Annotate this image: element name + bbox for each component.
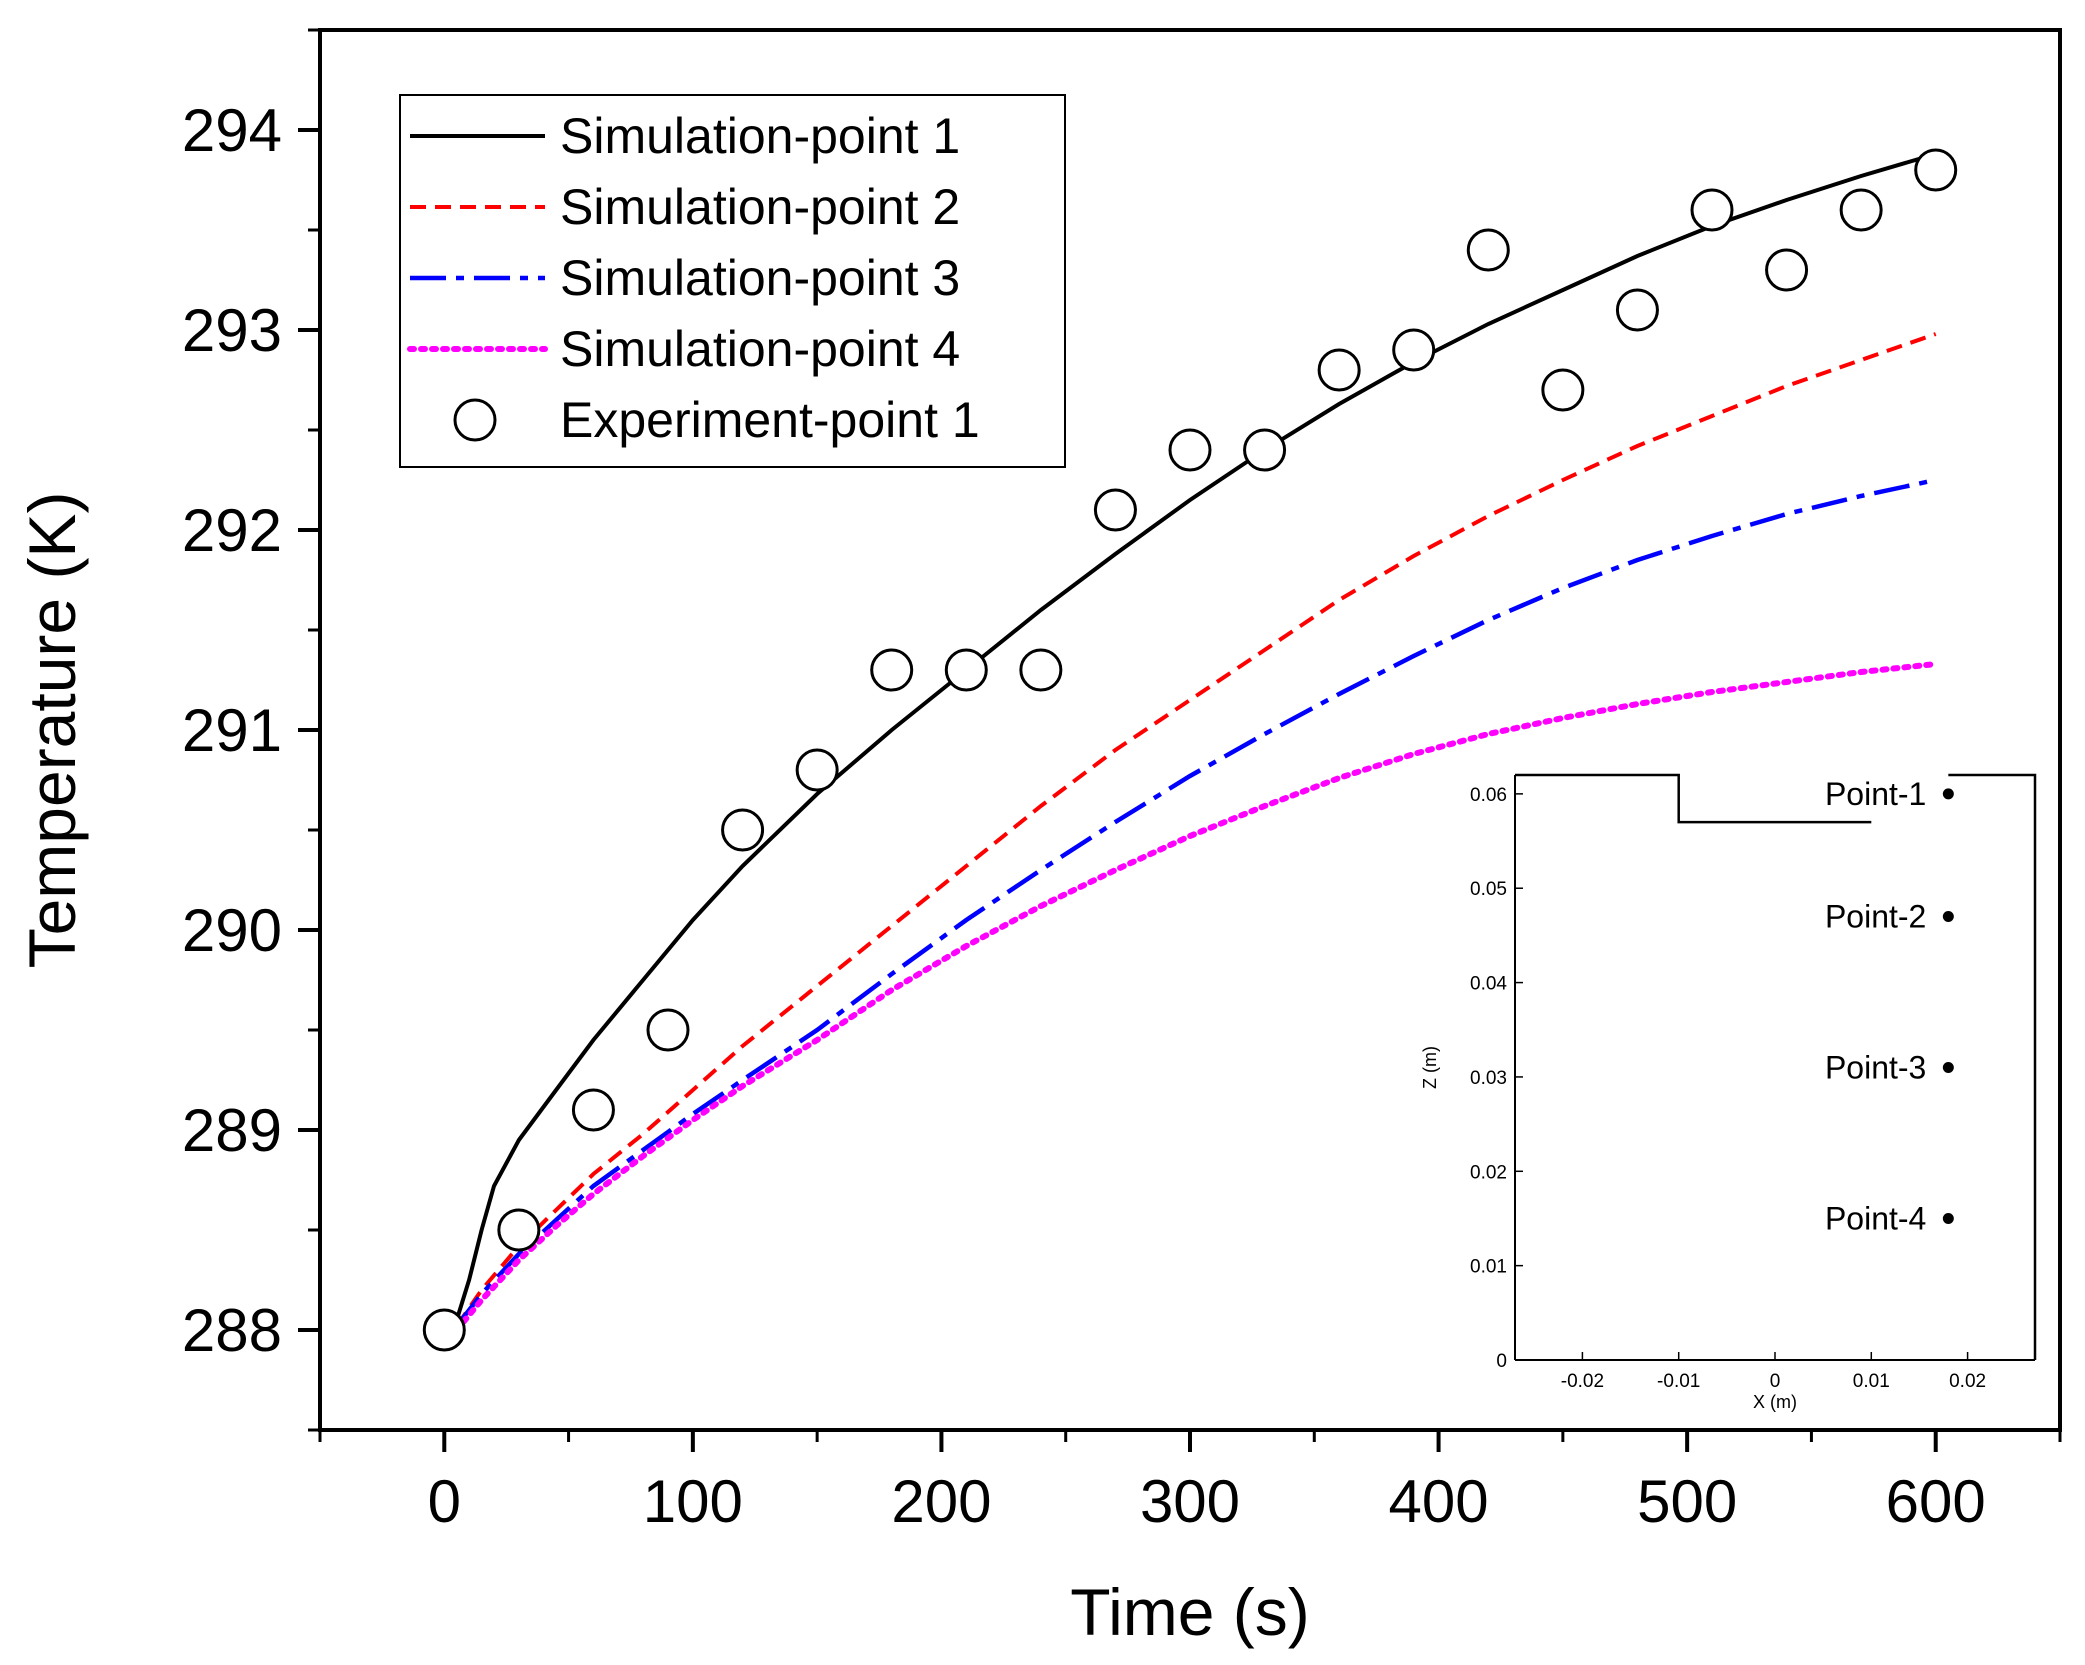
y-tick-label: 288 bbox=[182, 1297, 282, 1364]
experiment-point-marker bbox=[944, 648, 988, 692]
experiment-point-marker bbox=[1317, 348, 1361, 392]
y-tick-label: 293 bbox=[182, 297, 282, 364]
experiment-point-marker bbox=[1392, 328, 1436, 372]
experiment-point-marker bbox=[1765, 248, 1809, 292]
x-tick-label: 300 bbox=[1140, 1468, 1240, 1535]
inset-point-label: Point-4 bbox=[1825, 1200, 1926, 1236]
inset-x-axis-title: X (m) bbox=[1753, 1392, 1797, 1412]
series-line-2 bbox=[455, 332, 1937, 1328]
inset-point-marker bbox=[1942, 911, 1954, 923]
legend-label-2: Simulation-point 2 bbox=[560, 179, 960, 235]
experiment-point-marker bbox=[795, 748, 839, 792]
experiment-point-marker bbox=[497, 1208, 541, 1252]
experiment-point-marker bbox=[1914, 148, 1958, 192]
series-line-4 bbox=[453, 661, 1939, 1333]
series-line-1 bbox=[454, 152, 1937, 1321]
inset-y-tick-label: 0.05 bbox=[1470, 879, 1507, 900]
experiment-point-marker bbox=[646, 1008, 690, 1052]
y-tick-label: 289 bbox=[182, 1097, 282, 1164]
x-tick-label: 100 bbox=[643, 1468, 743, 1535]
legend-box bbox=[399, 94, 1066, 468]
experiment-point-marker bbox=[870, 648, 914, 692]
legend-label-5: Experiment-point 1 bbox=[560, 392, 980, 448]
x-axis: 0 100 200 300 400 500 600 bbox=[318, 1430, 2062, 1535]
inset-chart: -0.02 -0.01 0 0.01 0.02 0 0.01 0.02 0.03 0.04 0.05… bbox=[1420, 772, 2055, 1422]
x-tick-label: 400 bbox=[1389, 1468, 1489, 1535]
inset-y-axis-title: Z (m) bbox=[1420, 1046, 1440, 1089]
y-tick-label: 291 bbox=[182, 697, 282, 764]
experiment-point-marker bbox=[1168, 428, 1212, 472]
inset-point-label: Point-2 bbox=[1825, 899, 1926, 935]
y-tick-label: 290 bbox=[182, 897, 282, 964]
inset-point-marker bbox=[1942, 1212, 1954, 1224]
inset-x-tick-label: 0 bbox=[1770, 1371, 1781, 1392]
inset-y-tick-label: 0.03 bbox=[1470, 1068, 1507, 1089]
legend-label-1: Simulation-point 1 bbox=[560, 108, 960, 164]
inset-point-label: Point-1 bbox=[1825, 776, 1926, 812]
inset-y-tick-label: 0.04 bbox=[1470, 974, 1507, 995]
inset-background bbox=[1428, 772, 2055, 1422]
legend-label-3: Simulation-point 3 bbox=[560, 250, 960, 306]
legend-marker-5 bbox=[453, 398, 497, 442]
series-layer bbox=[422, 148, 1958, 1352]
inset-y-tick-label: 0.06 bbox=[1470, 785, 1507, 806]
inset-y-tick-label: 0.01 bbox=[1470, 1257, 1507, 1278]
experiment-point-marker bbox=[422, 1308, 466, 1352]
inset-point-marker bbox=[1942, 788, 1954, 800]
y-tick-label: 292 bbox=[182, 497, 282, 564]
inset-x-tick-label: 0.02 bbox=[1949, 1371, 1986, 1392]
inset-geometry-outline-right bbox=[1948, 773, 2037, 1360]
inset-x-tick-label: -0.01 bbox=[1657, 1371, 1700, 1392]
inset-y-tick-label: 0.02 bbox=[1470, 1162, 1507, 1183]
experiment-point-marker bbox=[1839, 188, 1883, 232]
experiment-point-marker bbox=[1466, 228, 1510, 272]
x-tick-label: 500 bbox=[1637, 1468, 1737, 1535]
inset-geometry-outline bbox=[1515, 773, 1872, 824]
series-line-3 bbox=[454, 477, 1937, 1328]
inset-x-tick-label: -0.02 bbox=[1561, 1371, 1604, 1392]
experiment-point-marker bbox=[1690, 188, 1734, 232]
inset-x-tick-label: 0.01 bbox=[1853, 1371, 1890, 1392]
y-tick-label: 294 bbox=[182, 97, 282, 164]
y-axis-title: Temperature (K) bbox=[15, 492, 89, 969]
experiment-point-marker bbox=[1615, 288, 1659, 332]
x-tick-label: 200 bbox=[891, 1468, 991, 1535]
x-axis-title: Time (s) bbox=[1070, 1575, 1310, 1649]
experiment-point-marker bbox=[1541, 368, 1585, 412]
experiment-point-marker bbox=[1019, 648, 1063, 692]
y-axis: 288 289 290 291 292 293 294 bbox=[182, 28, 320, 1432]
legend-label-4: Simulation-point 4 bbox=[560, 321, 960, 377]
experiment-point-marker bbox=[1243, 428, 1287, 472]
inset-y-tick-label: 0 bbox=[1496, 1351, 1507, 1372]
legend: Simulation-point 1 Simulation-point 2 Simu… bbox=[399, 94, 1066, 468]
experiment-point-marker bbox=[1093, 488, 1137, 532]
inset-point-label: Point-3 bbox=[1825, 1050, 1926, 1086]
experiment-point-marker bbox=[721, 808, 765, 852]
x-tick-label: 0 bbox=[428, 1468, 461, 1535]
x-tick-label: 600 bbox=[1886, 1468, 1986, 1535]
inset-point-marker bbox=[1942, 1062, 1954, 1073]
experiment-point-marker bbox=[571, 1088, 615, 1132]
